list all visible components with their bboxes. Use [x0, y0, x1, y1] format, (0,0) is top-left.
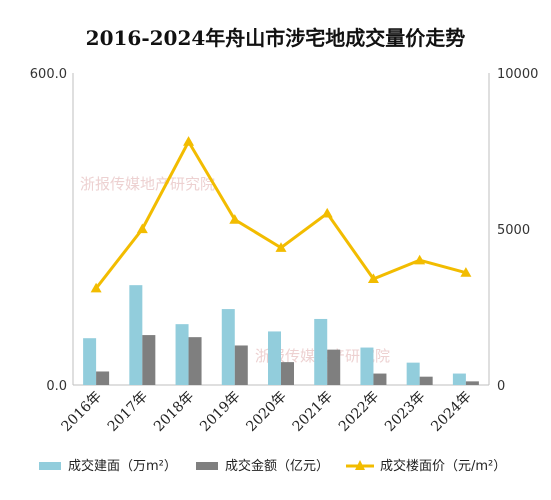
bar-construction-area [360, 347, 374, 385]
x-tick-label: 2022年 [336, 389, 382, 435]
legend-swatch-construction-area [39, 462, 61, 470]
line-point-marker [460, 267, 472, 277]
chart-title: 2016-2024年舟山市涉宅地成交量价走势 [85, 26, 466, 50]
y-right-tick-label: 10000 [497, 67, 538, 82]
y-right-tick-label: 0 [497, 379, 505, 394]
line-point-marker [414, 254, 426, 265]
bar-transaction-amount [465, 381, 479, 385]
line-point-marker [136, 223, 148, 234]
line-point-marker [229, 214, 241, 224]
line-point-marker [275, 242, 287, 252]
x-tick-label: 2023年 [382, 389, 428, 435]
line-point-marker [90, 282, 102, 293]
bar-transaction-amount [419, 376, 433, 385]
bar-construction-area [175, 324, 189, 385]
x-tick-label: 2017年 [105, 389, 151, 435]
bar-transaction-amount [281, 362, 294, 385]
y-left-tick-label: 0.0 [46, 379, 67, 394]
bar-construction-area [314, 318, 328, 385]
x-tick-label: 2016年 [59, 389, 105, 435]
legend-label-floor-price: 成交楼面价（元/m²） [380, 458, 506, 474]
x-tick-label: 2024年 [428, 389, 474, 435]
x-tick-label: 2021年 [290, 389, 336, 435]
line-point-marker [321, 207, 333, 218]
bar-transaction-amount [96, 371, 110, 385]
bar-transaction-amount [142, 335, 156, 385]
bar-transaction-amount [188, 337, 202, 385]
bar-construction-area [221, 309, 235, 385]
x-tick-label: 2019年 [197, 389, 243, 435]
bar-construction-area [129, 285, 143, 385]
bar-transaction-amount [234, 345, 248, 385]
x-tick-label: 2020年 [243, 389, 289, 435]
bar-construction-area [83, 338, 97, 385]
bar-construction-area [268, 331, 281, 385]
bar-construction-area [406, 362, 420, 385]
bar-construction-area [452, 373, 466, 385]
legend-label-construction-area: 成交建面（万m²） [68, 458, 177, 474]
y-left-tick-label: 600.0 [30, 67, 67, 82]
bar-transaction-amount [327, 349, 341, 385]
watermark-text: 浙报传媒地产研究院 [80, 175, 215, 193]
line-point-marker [367, 273, 379, 284]
legend-label-transaction-amount: 成交金额（亿元） [225, 458, 329, 474]
bar-transaction-amount [373, 373, 387, 385]
y-right-tick-label: 5000 [497, 223, 530, 238]
line-floor-price [94, 138, 467, 290]
legend-swatch-transaction-amount [196, 462, 218, 470]
x-tick-label: 2018年 [151, 389, 197, 435]
line-point-marker [183, 136, 195, 146]
legend-marker-floor-price [355, 460, 365, 470]
